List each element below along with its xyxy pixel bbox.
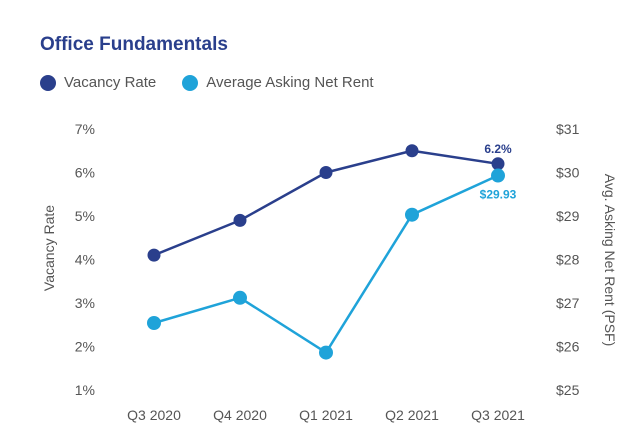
- data-point: [233, 213, 247, 227]
- legend-label-vacancy: Vacancy Rate: [64, 74, 157, 91]
- series-line-1: [153, 174, 499, 354]
- data-point: [491, 157, 505, 171]
- data-point: [405, 144, 419, 158]
- y-right-tick-label: $31: [556, 121, 580, 137]
- y-right-tick-label: $25: [556, 382, 580, 398]
- x-tick-label: Q1 2021: [299, 407, 353, 423]
- legend-swatch-vacancy: [40, 74, 56, 91]
- y-right-tick-label: $28: [556, 252, 580, 268]
- data-label: 6.2%: [484, 142, 512, 156]
- y-left-axis-title: Vacancy Rate: [41, 205, 57, 291]
- legend: Vacancy Rate Average Asking Net Rent: [40, 74, 400, 91]
- legend-label-rent: Average Asking Net Rent: [206, 74, 374, 91]
- y-right-tick-label: $30: [556, 165, 580, 181]
- y-left-tick-label: 2%: [75, 339, 95, 355]
- legend-item-rent: Average Asking Net Rent: [182, 74, 374, 91]
- x-tick-label: Q4 2020: [213, 407, 267, 423]
- y-left-tick-label: 3%: [75, 295, 95, 311]
- legend-swatch-rent: [182, 74, 199, 91]
- chart-title: Office Fundamentals: [40, 34, 228, 55]
- x-tick-label: Q3 2021: [471, 407, 525, 423]
- y-left-tick-label: 4%: [75, 252, 95, 268]
- data-point: [147, 316, 161, 331]
- data-point: [491, 168, 505, 183]
- data-point: [147, 248, 161, 262]
- data-label: $29.93: [480, 188, 517, 202]
- x-tick-label: Q2 2021: [385, 407, 439, 423]
- legend-item-vacancy: Vacancy Rate: [40, 74, 156, 91]
- data-point: [233, 290, 247, 305]
- data-point: [319, 166, 333, 179]
- y-left-tick-label: 6%: [75, 165, 95, 181]
- y-right-axis-title: Avg. Asking Net Rent (PSF): [602, 174, 618, 346]
- y-right-tick-label: $29: [556, 208, 580, 224]
- y-left-tick-label: 1%: [75, 382, 95, 398]
- y-left-tick-label: 5%: [75, 208, 95, 224]
- y-right-tick-label: $26: [556, 339, 580, 355]
- y-right-tick-label: $27: [556, 295, 580, 311]
- data-point: [319, 345, 333, 360]
- x-tick-label: Q3 2020: [127, 407, 181, 423]
- data-point: [405, 207, 419, 222]
- y-left-tick-label: 7%: [75, 121, 95, 137]
